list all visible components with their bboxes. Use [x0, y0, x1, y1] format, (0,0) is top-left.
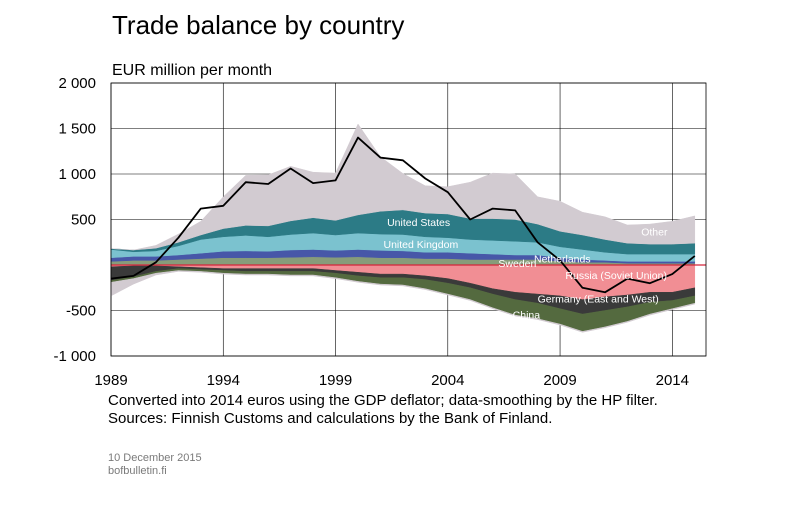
x-axis-ticks: 1989 1994 1999 2004 2009 2014 — [94, 372, 689, 389]
total-balance-line — [110, 136, 696, 294]
series-label: United Kingdom — [383, 239, 458, 251]
y-tick-label: 2 000 — [58, 75, 96, 92]
series-label: Sweden — [498, 258, 536, 270]
plot-border — [110, 82, 707, 357]
stacked-areas — [110, 123, 696, 333]
x-tick-label: 1989 — [94, 372, 127, 389]
publication-site: bofbulletin.fi — [108, 465, 167, 477]
series-labels: United States United Kingdom Other SwedenNe… — [383, 217, 667, 321]
y-tick-label: -500 — [66, 303, 96, 320]
series-label: Germany (East and West) — [538, 294, 659, 306]
note-sources: Sources: Finnish Customs and calculation… — [108, 410, 553, 427]
y-tick-label: 1 500 — [58, 121, 96, 138]
x-tick-label: 2014 — [656, 372, 689, 389]
negative-area-other — [110, 270, 696, 333]
publication-date: 10 December 2015 — [108, 452, 202, 464]
x-tick-label: 1999 — [319, 372, 352, 389]
x-tick-label: 1994 — [207, 372, 240, 389]
series-label: Netherlands — [534, 254, 591, 266]
x-tick-label: 2004 — [431, 372, 464, 389]
positive-area-other — [110, 123, 696, 251]
series-label: China — [513, 310, 541, 322]
y-tick-label: 500 — [71, 212, 96, 229]
x-tick-label: 2009 — [543, 372, 576, 389]
chart-title: Trade balance by country — [112, 10, 405, 40]
y-tick-label: -1 000 — [53, 348, 96, 365]
series-label: Russia (Soviet Union) — [565, 270, 667, 282]
y-axis-ticks: 2 000 1 500 1 000 500 -500 -1 000 — [53, 75, 96, 365]
series-label: Other — [641, 226, 668, 238]
note-deflator: Converted into 2014 euros using the GDP … — [108, 392, 658, 409]
y-tick-label: 1 000 — [58, 166, 96, 183]
total-line-path — [110, 136, 696, 294]
series-label: United States — [387, 217, 450, 229]
y-axis-unit-label: EUR million per month — [112, 62, 273, 79]
plot-frame — [110, 82, 707, 357]
